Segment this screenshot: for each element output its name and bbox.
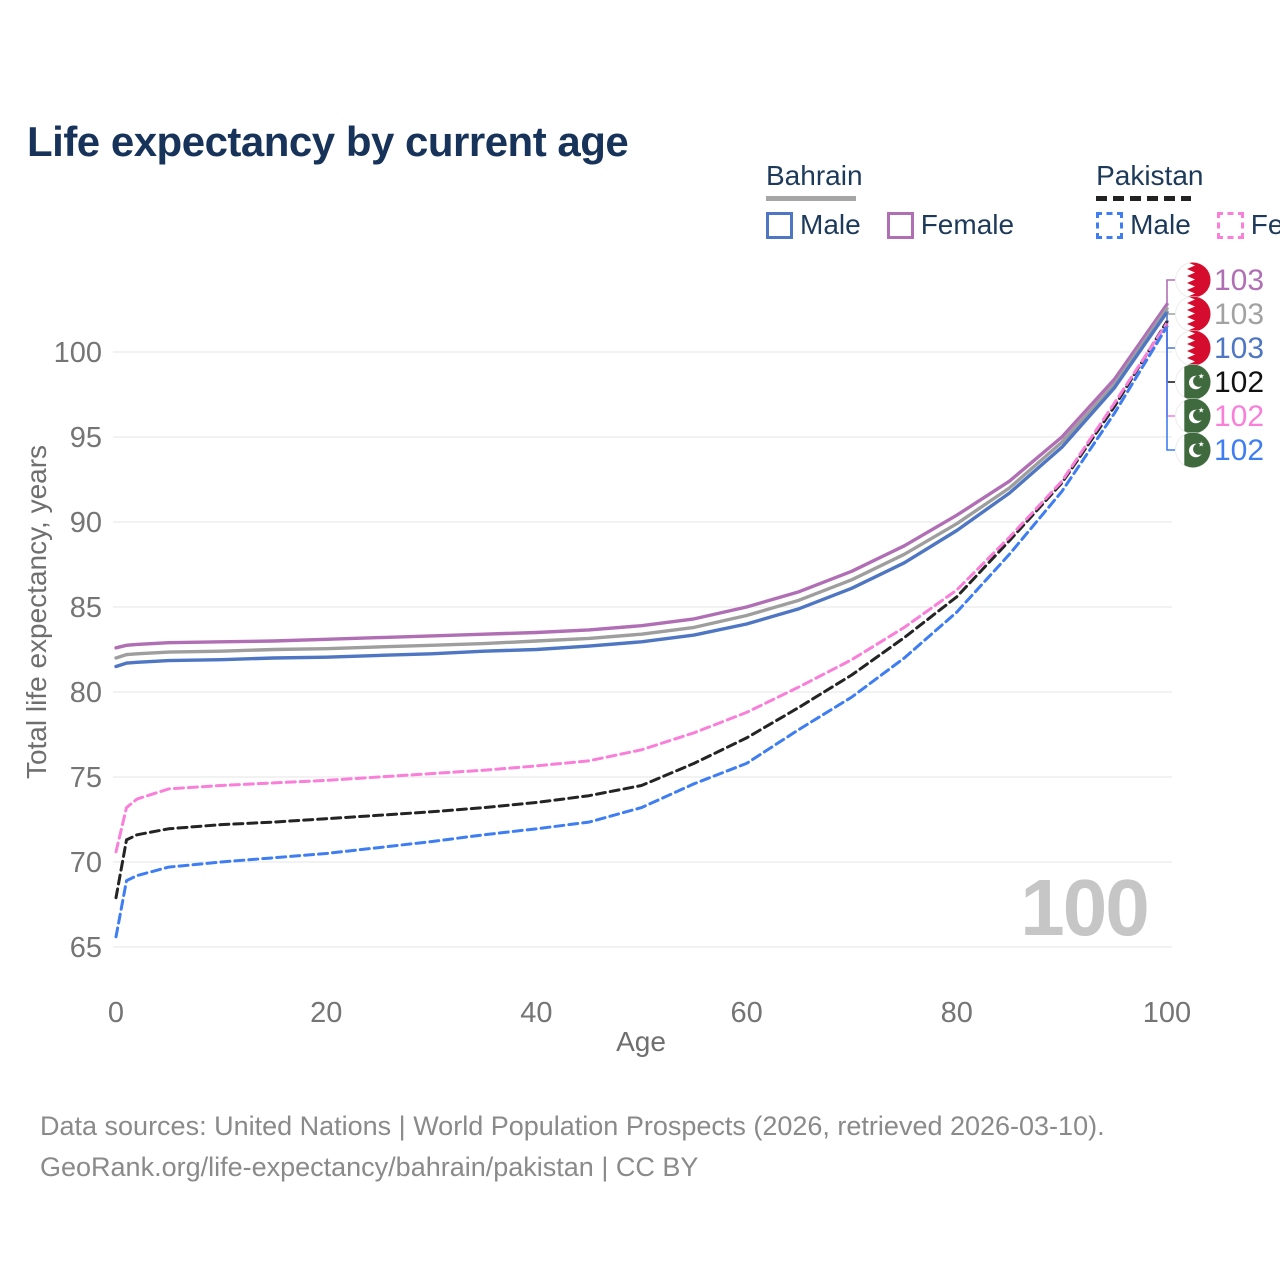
y-tick-label-85: 85 xyxy=(70,592,102,624)
bahrain-line-style-sample xyxy=(766,196,856,201)
series-line-bahrain-female xyxy=(114,302,1169,650)
legend-group-bahrain: Bahrain Male Female xyxy=(766,160,1014,241)
legend-item-pakistan-male-label: Male xyxy=(1130,209,1191,240)
age-counter-watermark: 100 xyxy=(1020,863,1149,952)
pakistan-flag-icon xyxy=(1175,364,1211,400)
series-line-pakistan xyxy=(114,319,1169,900)
pakistan-male-swatch-icon xyxy=(1096,211,1124,239)
footer: Data sources: United Nations | World Pop… xyxy=(40,1106,1105,1188)
y-axis-title: Total life expectancy, years xyxy=(21,445,52,779)
end-label-value-pakistan-female: 102 xyxy=(1214,400,1264,433)
series-line-pakistan-female xyxy=(114,321,1169,854)
end-label-connector-bahrain-male xyxy=(1166,312,1175,349)
bahrain-flag-icon xyxy=(1175,296,1211,332)
bahrain-male-swatch-icon xyxy=(766,211,793,239)
y-tick-label-75: 75 xyxy=(70,762,102,794)
legend-group-bahrain-title: Bahrain xyxy=(766,160,863,191)
end-label-value-pakistan: 102 xyxy=(1214,366,1264,399)
y-tick-label-65: 65 xyxy=(70,932,102,964)
end-label-value-pakistan-male: 102 xyxy=(1214,434,1264,467)
pakistan-female-swatch-icon xyxy=(1216,211,1244,239)
y-tick-label-70: 70 xyxy=(70,847,102,879)
legend-item-bahrain-female-label: Female xyxy=(920,209,1015,240)
series-line-bahrain xyxy=(114,306,1169,660)
end-label-value-bahrain-male: 103 xyxy=(1214,332,1264,365)
footer-attribution: GeoRank.org/life-expectancy/bahrain/paki… xyxy=(40,1152,699,1182)
legend-item-bahrain-male[interactable]: Male xyxy=(766,209,861,241)
x-tick-label-0: 0 xyxy=(108,997,124,1029)
legend-group-pakistan: Pakistan Male Female xyxy=(1096,160,1280,241)
legend-item-bahrain-male-label: Male xyxy=(800,209,861,240)
end-label-value-bahrain: 103 xyxy=(1214,298,1264,331)
pakistan-flag-icon xyxy=(1175,432,1211,468)
bahrain-female-swatch-icon xyxy=(886,211,914,239)
legend-item-pakistan-female-label: Female xyxy=(1250,209,1280,240)
y-tick-label-95: 95 xyxy=(70,422,102,454)
y-tick-label-100: 100 xyxy=(54,337,102,369)
end-label-connector-pakistan-female xyxy=(1166,323,1175,417)
legend: Bahrain Male Female Pakistan Male Female xyxy=(766,160,1280,241)
end-label-connector-bahrain-female xyxy=(1166,279,1175,305)
footer-data-sources: Data sources: United Nations | World Pop… xyxy=(40,1111,1105,1141)
x-tick-label-100: 100 xyxy=(1143,997,1191,1029)
page-title: Life expectancy by current age xyxy=(27,118,629,166)
end-label-value-bahrain-female: 103 xyxy=(1214,264,1264,297)
y-tick-label-90: 90 xyxy=(70,507,102,539)
series-line-bahrain-male xyxy=(114,310,1169,669)
legend-item-pakistan-female[interactable]: Female xyxy=(1216,209,1280,241)
end-label-connector-pakistan-male xyxy=(1166,326,1175,451)
series-line-pakistan-male xyxy=(114,325,1169,939)
legend-item-pakistan-male[interactable]: Male xyxy=(1096,209,1191,241)
legend-group-pakistan-title: Pakistan xyxy=(1096,160,1204,191)
x-tick-label-60: 60 xyxy=(730,997,762,1029)
x-tick-label-20: 20 xyxy=(310,997,342,1029)
bahrain-flag-icon xyxy=(1175,262,1211,298)
x-axis-title: Age xyxy=(616,1026,666,1057)
x-tick-label-80: 80 xyxy=(941,997,973,1029)
bahrain-flag-icon xyxy=(1175,330,1211,366)
pakistan-flag-icon xyxy=(1175,398,1211,434)
x-tick-label-40: 40 xyxy=(520,997,552,1029)
pakistan-line-style-sample xyxy=(1096,196,1192,201)
y-tick-label-80: 80 xyxy=(70,677,102,709)
legend-item-bahrain-female[interactable]: Female xyxy=(886,209,1015,241)
